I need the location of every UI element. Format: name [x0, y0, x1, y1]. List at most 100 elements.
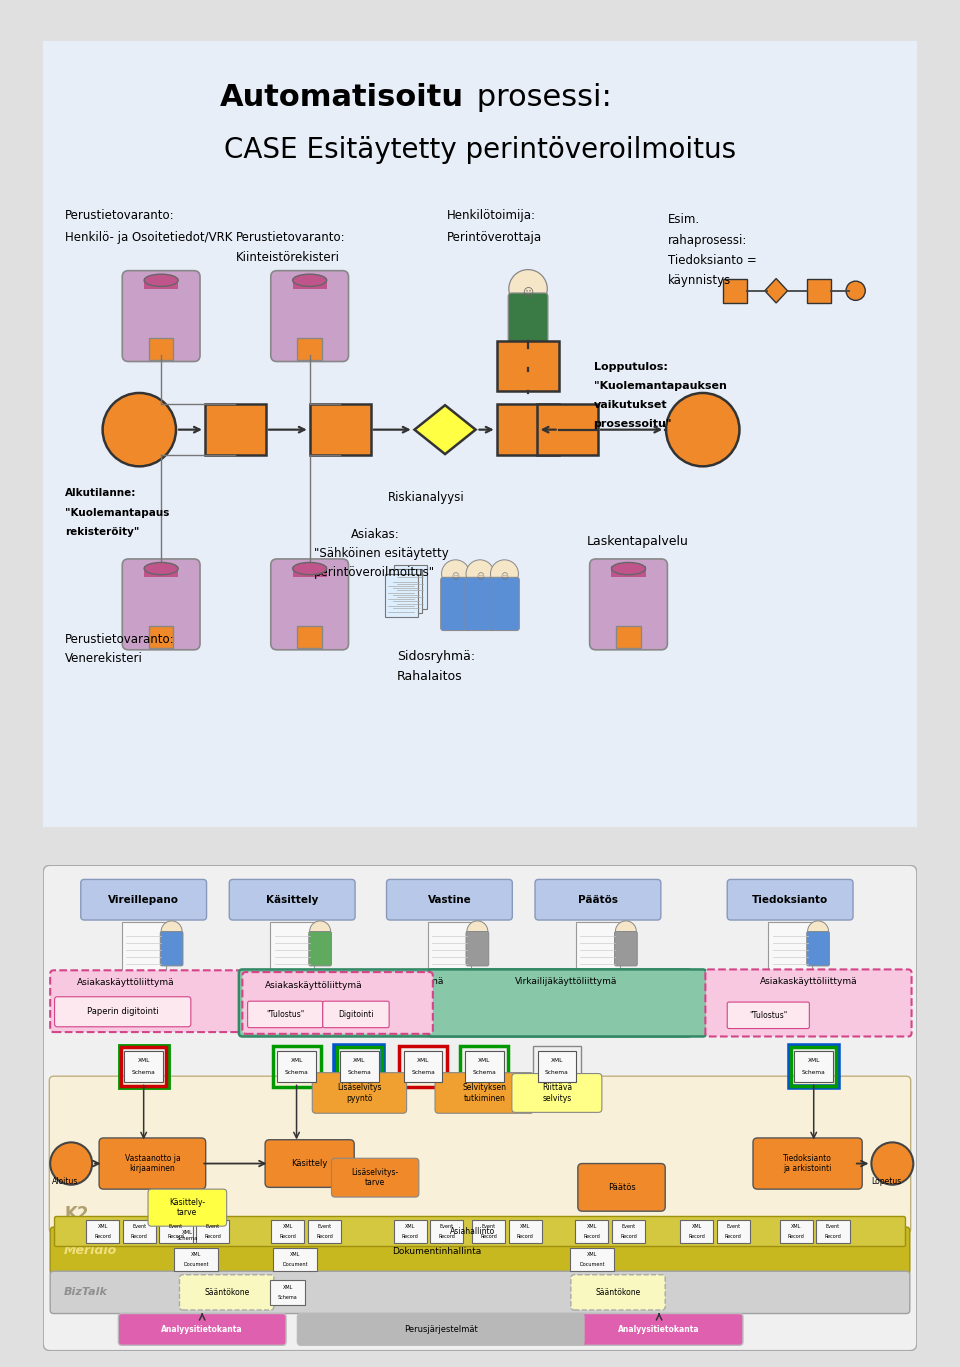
Text: Käsittely: Käsittely: [292, 1159, 327, 1167]
Text: XML: XML: [282, 1285, 293, 1290]
Circle shape: [491, 560, 518, 588]
Text: Event: Event: [621, 1223, 636, 1229]
Text: Perusjärjestelmät: Perusjärjestelmät: [404, 1325, 477, 1334]
Text: CASE Esitäytetty perintöveroilmoitus: CASE Esitäytetty perintöveroilmoitus: [224, 137, 736, 164]
Text: XML: XML: [97, 1223, 108, 1229]
Text: XML
Schema: XML Schema: [177, 1230, 198, 1241]
FancyBboxPatch shape: [50, 1271, 910, 1314]
FancyBboxPatch shape: [427, 921, 471, 975]
FancyBboxPatch shape: [441, 577, 470, 630]
Text: Asiahallinto: Asiahallinto: [450, 1228, 495, 1236]
Text: Record: Record: [480, 1234, 497, 1239]
Circle shape: [872, 1143, 913, 1185]
FancyBboxPatch shape: [55, 997, 191, 1027]
Text: XML: XML: [807, 1058, 820, 1064]
FancyBboxPatch shape: [612, 1219, 645, 1243]
Text: rekisteröity": rekisteröity": [65, 526, 139, 537]
Circle shape: [466, 560, 494, 588]
FancyBboxPatch shape: [806, 279, 831, 303]
FancyBboxPatch shape: [795, 1051, 833, 1083]
Text: Record: Record: [168, 1234, 184, 1239]
Text: Event: Event: [727, 1223, 740, 1229]
Text: Sidosryhmä:: Sidosryhmä:: [397, 651, 475, 663]
FancyBboxPatch shape: [298, 338, 322, 360]
FancyBboxPatch shape: [331, 1158, 419, 1197]
Text: Perintöverottaja: Perintöverottaja: [446, 231, 542, 243]
FancyBboxPatch shape: [248, 1001, 323, 1028]
Text: Document: Document: [579, 1262, 605, 1267]
Text: "Kuolemantapaus: "Kuolemantapaus: [65, 507, 169, 518]
Circle shape: [467, 921, 488, 942]
Text: XML: XML: [137, 1058, 150, 1064]
FancyBboxPatch shape: [466, 1051, 504, 1083]
FancyBboxPatch shape: [271, 559, 348, 649]
Text: Record: Record: [620, 1234, 636, 1239]
Text: Schema: Schema: [411, 1070, 435, 1074]
FancyBboxPatch shape: [49, 1076, 911, 1233]
FancyBboxPatch shape: [144, 566, 179, 577]
Text: Schema: Schema: [802, 1070, 826, 1074]
Text: Käsittely-
tarve: Käsittely- tarve: [169, 1197, 205, 1218]
FancyBboxPatch shape: [298, 626, 322, 648]
FancyBboxPatch shape: [490, 577, 519, 630]
Text: Käsittely: Käsittely: [266, 895, 319, 905]
FancyBboxPatch shape: [196, 1219, 229, 1243]
Text: Schema: Schema: [285, 1070, 308, 1074]
FancyBboxPatch shape: [122, 271, 200, 361]
FancyBboxPatch shape: [466, 931, 489, 966]
FancyBboxPatch shape: [466, 577, 494, 630]
FancyBboxPatch shape: [149, 338, 174, 360]
Text: Päätös: Päätös: [608, 1182, 636, 1192]
FancyBboxPatch shape: [180, 1274, 274, 1310]
FancyBboxPatch shape: [509, 1219, 542, 1243]
Text: Venerekisteri: Venerekisteri: [65, 652, 143, 664]
Text: Record: Record: [204, 1234, 221, 1239]
Circle shape: [509, 269, 547, 308]
Text: Record: Record: [316, 1234, 333, 1239]
Ellipse shape: [612, 562, 645, 574]
Text: Record: Record: [517, 1234, 534, 1239]
Text: Record: Record: [825, 1234, 841, 1239]
Text: Sääntökone: Sääntökone: [595, 1288, 640, 1297]
Text: Event: Event: [318, 1223, 331, 1229]
Text: Event: Event: [132, 1223, 146, 1229]
FancyBboxPatch shape: [298, 1314, 584, 1345]
FancyBboxPatch shape: [535, 879, 660, 920]
FancyBboxPatch shape: [144, 278, 179, 288]
FancyBboxPatch shape: [753, 1137, 862, 1189]
Text: Event: Event: [482, 1223, 495, 1229]
Text: prosessoitu": prosessoitu": [593, 420, 672, 429]
Text: Record: Record: [584, 1234, 600, 1239]
Text: ☺: ☺: [500, 573, 509, 582]
Text: XML: XML: [691, 1223, 702, 1229]
Text: "Kuolemantapauksen: "Kuolemantapauksen: [593, 381, 727, 391]
Circle shape: [442, 560, 469, 588]
Ellipse shape: [293, 275, 326, 286]
FancyBboxPatch shape: [497, 340, 559, 391]
Text: Tiedoksianto: Tiedoksianto: [752, 895, 828, 905]
Circle shape: [50, 1143, 92, 1185]
FancyBboxPatch shape: [38, 37, 922, 831]
Text: Esim.: Esim.: [668, 213, 700, 227]
Text: Kiinteistörekisteri: Kiinteistörekisteri: [235, 252, 340, 264]
FancyBboxPatch shape: [86, 1219, 119, 1243]
FancyBboxPatch shape: [512, 1073, 602, 1113]
Text: XML: XML: [353, 1058, 366, 1064]
Text: Schema: Schema: [348, 1070, 372, 1074]
Text: Selvityksen
tutkiminen: Selvityksen tutkiminen: [463, 1083, 506, 1103]
Text: Analyysitietokanta: Analyysitietokanta: [161, 1325, 243, 1334]
Ellipse shape: [144, 562, 179, 574]
FancyBboxPatch shape: [578, 1163, 665, 1211]
Text: Perustietovaranto:: Perustietovaranto:: [235, 231, 345, 243]
FancyBboxPatch shape: [428, 969, 707, 1036]
Ellipse shape: [293, 562, 326, 574]
FancyBboxPatch shape: [165, 1213, 209, 1243]
FancyBboxPatch shape: [589, 559, 667, 649]
Text: Päätös: Päätös: [578, 895, 618, 905]
Text: ☺: ☺: [476, 573, 484, 582]
Text: Record: Record: [688, 1234, 705, 1239]
Text: Schema: Schema: [545, 1070, 568, 1074]
Text: Lisäselvitys
pyyntö: Lisäselvitys pyyntö: [337, 1083, 382, 1103]
FancyBboxPatch shape: [780, 1219, 813, 1243]
Text: Perustietovaranto:: Perustietovaranto:: [65, 209, 175, 221]
